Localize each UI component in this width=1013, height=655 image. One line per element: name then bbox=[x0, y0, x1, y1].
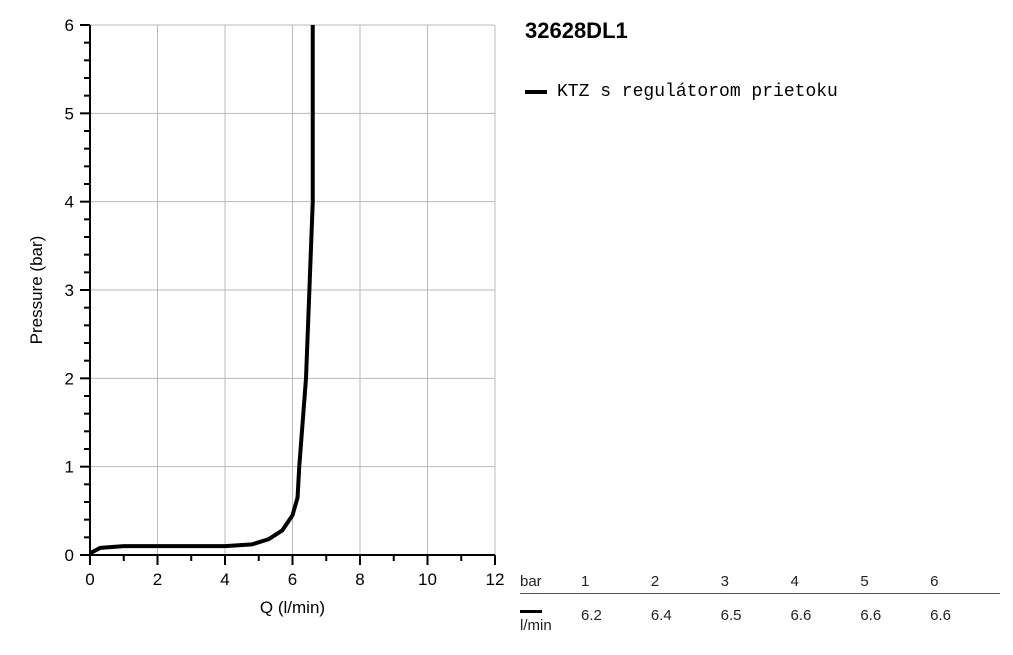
svg-text:6: 6 bbox=[288, 570, 297, 589]
legend-swatch-icon bbox=[525, 90, 547, 94]
page-root: 0246810120123456Q (l/min)Pressure (bar) … bbox=[0, 0, 1013, 655]
table-col-6: 6 bbox=[930, 570, 1000, 594]
svg-text:12: 12 bbox=[486, 570, 505, 589]
table-val-4: 6.6 bbox=[790, 594, 860, 638]
svg-text:3: 3 bbox=[65, 281, 74, 300]
table-col-2: 2 bbox=[651, 570, 721, 594]
table-col-4: 4 bbox=[790, 570, 860, 594]
legend: KTZ s regulátorom prietoku bbox=[525, 82, 838, 102]
svg-text:0: 0 bbox=[65, 546, 74, 565]
table-col-1: 1 bbox=[581, 570, 651, 594]
chart-svg: 0246810120123456Q (l/min)Pressure (bar) bbox=[20, 10, 510, 640]
table-row-unit: l/min bbox=[520, 617, 552, 634]
svg-text:6: 6 bbox=[65, 16, 74, 35]
table-val-6: 6.6 bbox=[930, 594, 1000, 638]
svg-text:5: 5 bbox=[65, 104, 74, 123]
svg-text:2: 2 bbox=[153, 570, 162, 589]
table-val-3: 6.5 bbox=[721, 594, 791, 638]
chart-title: 32628DL1 bbox=[525, 18, 628, 44]
table-val-5: 6.6 bbox=[860, 594, 930, 638]
table-val-1: 6.2 bbox=[581, 594, 651, 638]
table-val-2: 6.4 bbox=[651, 594, 721, 638]
svg-text:2: 2 bbox=[65, 369, 74, 388]
table-header-row: bar 1 2 3 4 5 6 bbox=[520, 570, 1000, 594]
table-col-5: 5 bbox=[860, 570, 930, 594]
legend-series-label: KTZ s regulátorom prietoku bbox=[557, 82, 838, 102]
table-col-3: 3 bbox=[721, 570, 791, 594]
svg-text:1: 1 bbox=[65, 458, 74, 477]
table-header-unit: bar bbox=[520, 570, 581, 594]
svg-text:Q (l/min): Q (l/min) bbox=[260, 598, 325, 617]
data-table: bar 1 2 3 4 5 6 l/min 6.2 6.4 6.5 6.6 6.… bbox=[520, 570, 1000, 637]
svg-text:Pressure (bar): Pressure (bar) bbox=[27, 236, 46, 345]
svg-text:4: 4 bbox=[220, 570, 229, 589]
table-row-swatch-cell: l/min bbox=[520, 594, 581, 638]
svg-text:8: 8 bbox=[355, 570, 364, 589]
svg-text:0: 0 bbox=[85, 570, 94, 589]
svg-text:10: 10 bbox=[418, 570, 437, 589]
svg-text:4: 4 bbox=[65, 193, 74, 212]
table-value-row: l/min 6.2 6.4 6.5 6.6 6.6 6.6 bbox=[520, 594, 1000, 638]
pressure-flow-chart: 0246810120123456Q (l/min)Pressure (bar) bbox=[20, 10, 510, 640]
series-swatch-icon bbox=[520, 610, 542, 613]
